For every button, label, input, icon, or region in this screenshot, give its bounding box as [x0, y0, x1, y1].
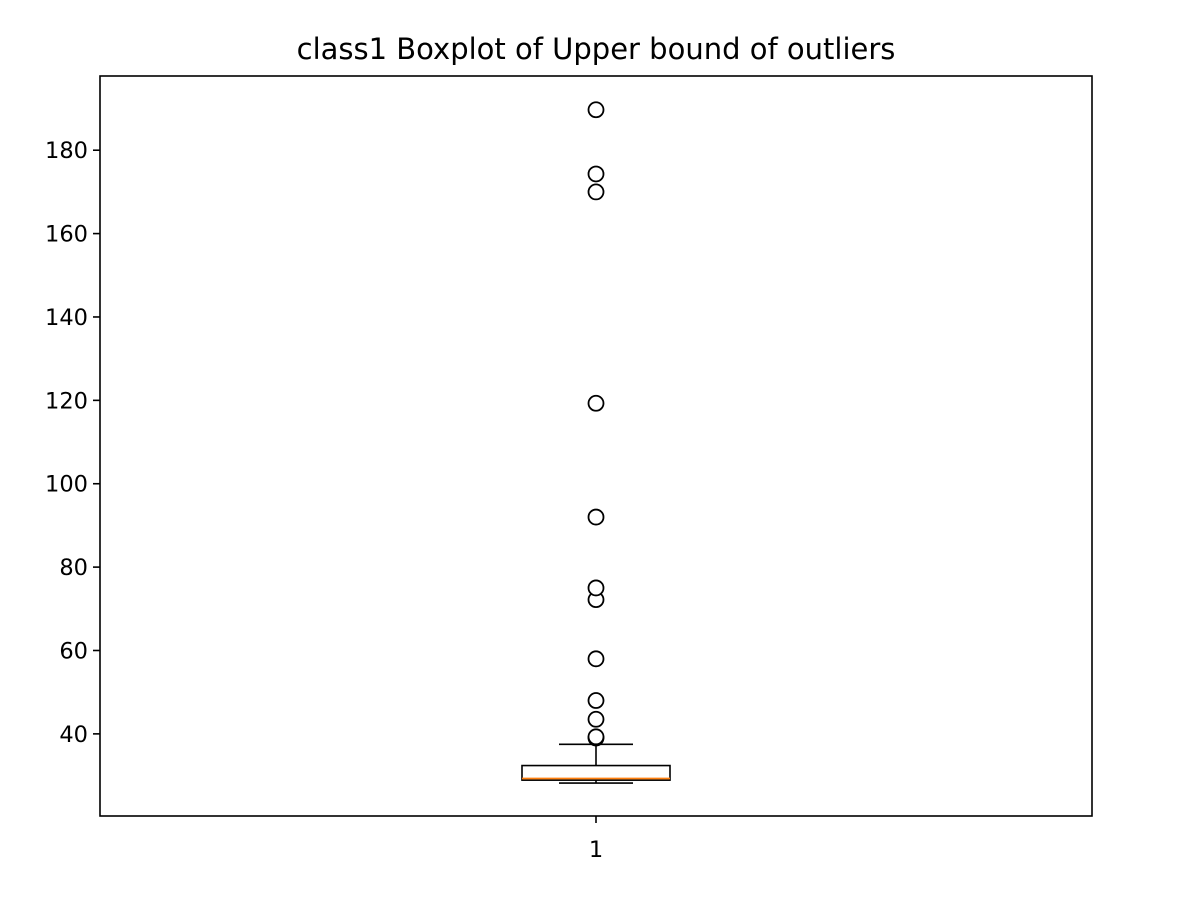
outlier-point: [587, 579, 605, 597]
y-tick-label: 60: [59, 638, 88, 664]
y-tick-label: 120: [45, 388, 88, 414]
x-tick-label: 1: [589, 837, 603, 863]
outlier-point: [587, 508, 605, 526]
y-tick-label: 140: [45, 305, 88, 331]
outlier-point: [587, 165, 605, 183]
outlier-point: [587, 394, 605, 412]
outlier-point: [587, 101, 605, 119]
plot-layer: [521, 101, 671, 784]
y-tick-label: 100: [45, 472, 88, 498]
iqr-box: [521, 764, 671, 781]
outlier-point: [587, 728, 605, 746]
chart-title: class1 Boxplot of Upper bound of outlier…: [297, 32, 896, 66]
outlier-point: [587, 710, 605, 728]
outlier-point: [587, 692, 605, 709]
y-tick-label: 160: [45, 222, 88, 248]
plot-frame: [99, 75, 1093, 817]
axis-layer: 40 60 80 100 120 140 160 180 1: [45, 138, 603, 863]
y-tick-label: 180: [45, 138, 88, 164]
outlier-point: [587, 183, 605, 201]
outlier-point: [587, 650, 605, 668]
y-tick-label: 40: [59, 722, 88, 748]
y-tick-label: 80: [59, 555, 88, 581]
